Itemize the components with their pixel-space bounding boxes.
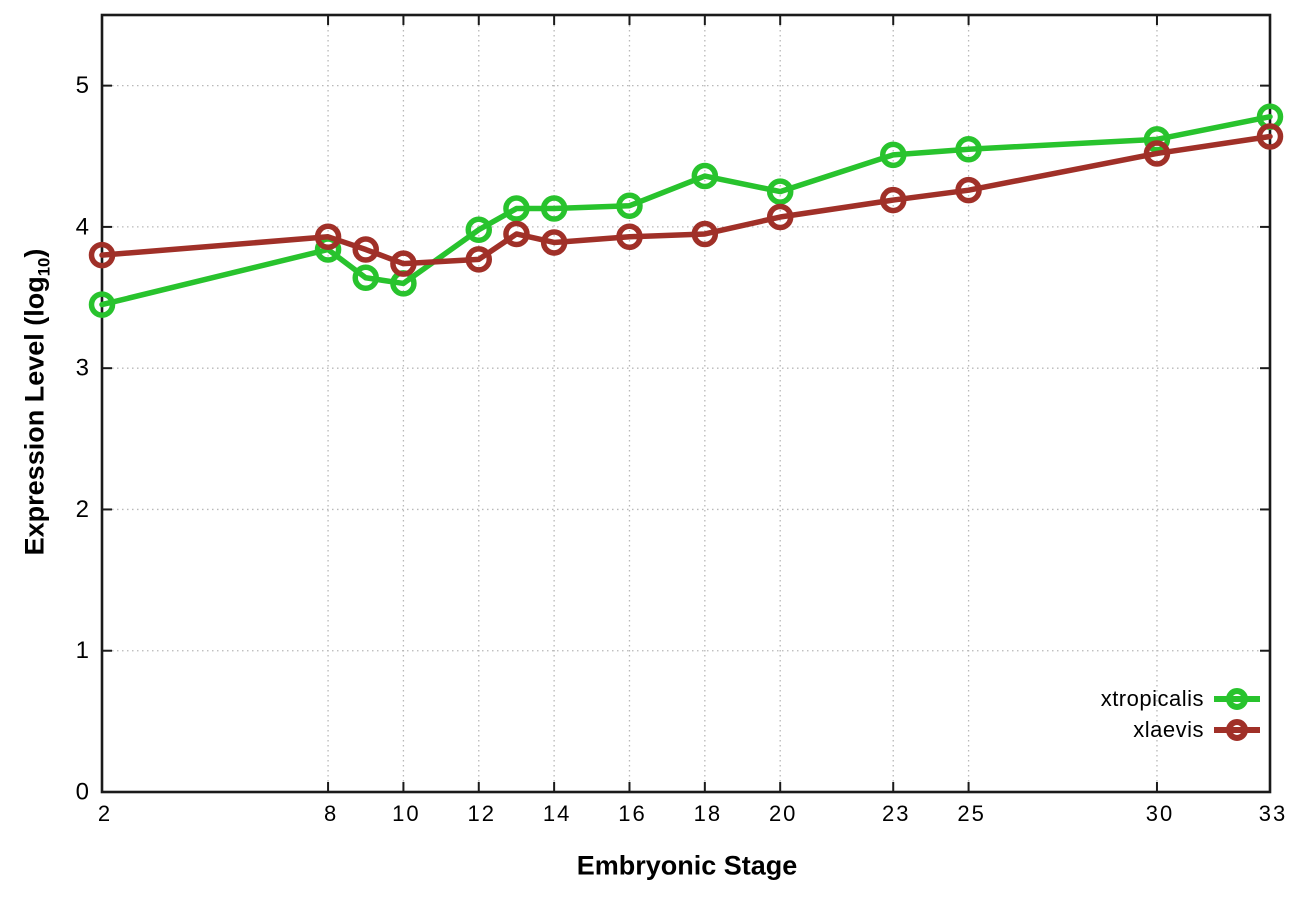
svg-text:0: 0 xyxy=(76,778,89,805)
xlaevis-line-marker-icon xyxy=(1214,717,1260,743)
svg-text:14: 14 xyxy=(543,801,571,826)
y-axis-title: Expression Level (log10) xyxy=(19,249,54,556)
svg-text:30: 30 xyxy=(1146,801,1174,826)
xtropicalis-line-marker-icon xyxy=(1214,686,1260,712)
svg-text:20: 20 xyxy=(769,801,797,826)
svg-text:23: 23 xyxy=(882,801,910,826)
legend-label-xtropicalis: xtropicalis xyxy=(1100,686,1204,711)
svg-text:5: 5 xyxy=(76,72,89,99)
svg-text:3: 3 xyxy=(76,355,89,382)
svg-text:25: 25 xyxy=(957,801,985,826)
y-axis-title-text: Expression Level (log xyxy=(19,276,50,556)
legend-circle-marker-icon xyxy=(1226,719,1248,741)
svg-text:2: 2 xyxy=(76,496,89,523)
legend-label-xlaevis: xlaevis xyxy=(1133,717,1204,742)
legend: xtropicalis xlaevis xyxy=(1101,685,1260,744)
svg-text:18: 18 xyxy=(694,801,722,826)
svg-text:16: 16 xyxy=(618,801,646,826)
legend-item-xlaevis: xlaevis xyxy=(1133,716,1260,744)
x-axis-title: Embryonic Stage xyxy=(576,850,798,881)
svg-text:12: 12 xyxy=(468,801,496,826)
svg-text:33: 33 xyxy=(1259,801,1287,826)
legend-item-xtropicalis: xtropicalis xyxy=(1101,685,1260,713)
y-axis-title-subscript: 10 xyxy=(34,257,54,277)
svg-text:8: 8 xyxy=(324,801,338,826)
svg-text:10: 10 xyxy=(392,801,420,826)
svg-text:2: 2 xyxy=(98,801,112,826)
y-axis-title-close: ) xyxy=(19,248,50,258)
svg-text:4: 4 xyxy=(76,213,89,240)
svg-text:1: 1 xyxy=(76,637,89,664)
legend-circle-marker-icon xyxy=(1226,688,1248,710)
